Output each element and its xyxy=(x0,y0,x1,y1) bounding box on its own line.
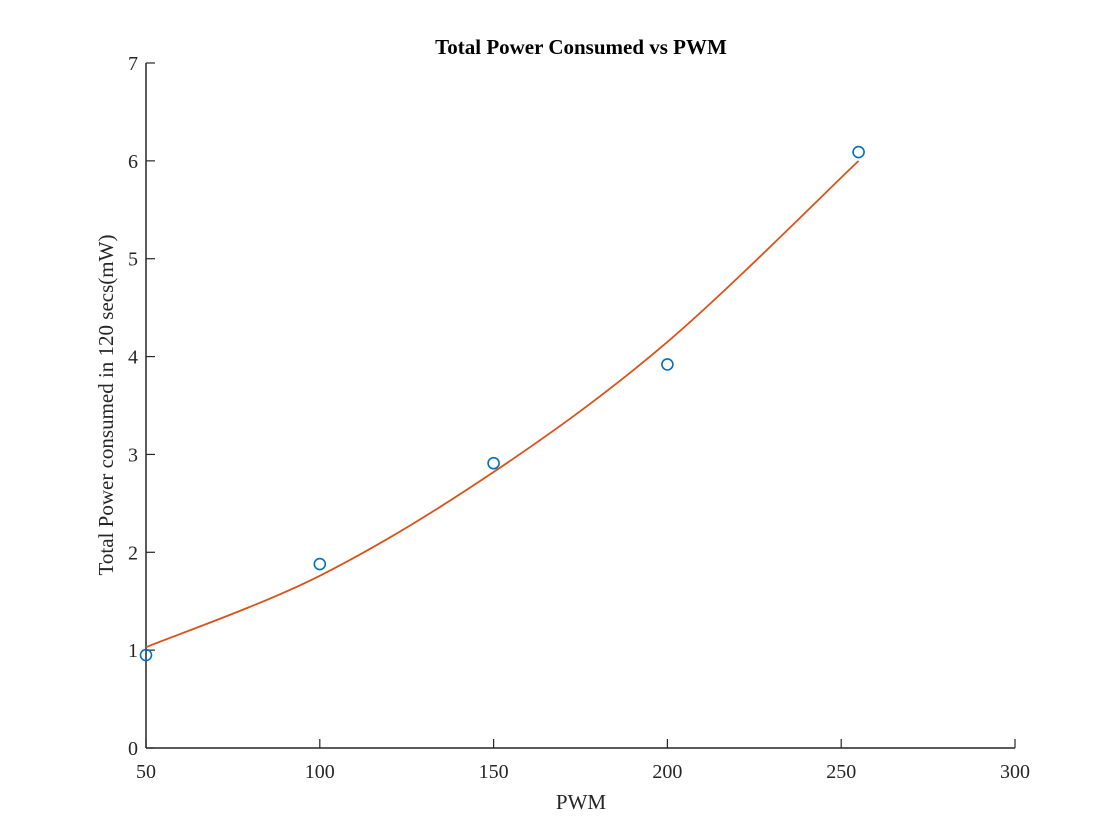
x-tick-label: 100 xyxy=(305,761,335,783)
y-tick-label: 6 xyxy=(128,151,138,173)
x-tick-label: 200 xyxy=(652,761,682,783)
fit-line xyxy=(145,160,860,649)
y-tick-label: 3 xyxy=(128,444,138,466)
x-tick-label: 300 xyxy=(1000,761,1030,783)
y-tick-label: 5 xyxy=(128,249,138,271)
y-tick-label: 7 xyxy=(128,53,138,75)
x-axis-label: PWM xyxy=(556,790,607,814)
data-point xyxy=(487,456,500,470)
axes: 50 100 150 200 250 300 0 1 2 3 4 5 6 7 xyxy=(128,53,1030,783)
data-point xyxy=(139,648,153,662)
data-point xyxy=(661,358,674,371)
y-tick-label: 0 xyxy=(128,738,138,760)
y-tick-label: 1 xyxy=(128,640,138,662)
marker-layer xyxy=(139,145,865,662)
x-tick-label: 50 xyxy=(136,761,156,783)
data-point xyxy=(852,145,865,159)
data-point xyxy=(313,557,327,571)
y-axis-label: Total Power consumed in 120 secs(mW) xyxy=(94,235,118,576)
x-tick-label: 250 xyxy=(826,761,856,783)
fit-line-layer xyxy=(145,160,860,649)
y-tick-label: 2 xyxy=(128,542,138,564)
y-tick-label: 4 xyxy=(128,347,138,369)
chart-title: Total Power Consumed vs PWM xyxy=(435,35,727,59)
x-tick-label: 150 xyxy=(479,761,509,783)
